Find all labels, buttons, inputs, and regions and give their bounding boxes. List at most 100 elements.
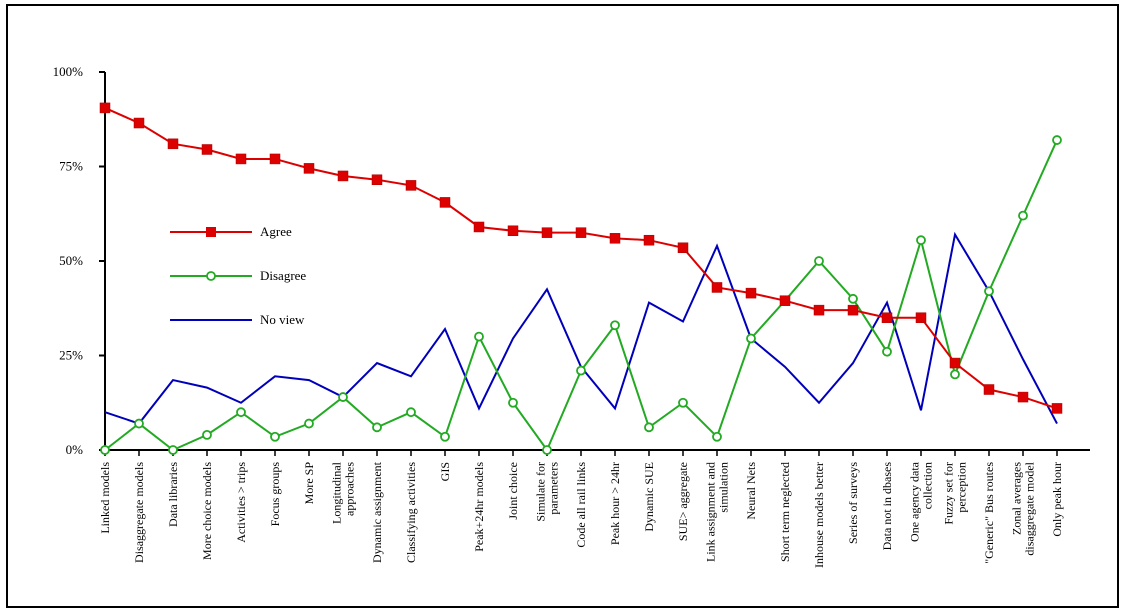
data-point [235,153,247,165]
data-point [746,333,756,344]
legend-label: Disagree [260,268,306,283]
x-category-label: disaggregate model [1023,461,1037,555]
x-axis-category-labels: Linked models Disaggregate models Data lib… [98,461,1064,568]
data-point [269,153,281,165]
data-point [1052,135,1062,145]
legend-marker [206,271,216,281]
data-point [848,293,858,304]
data-point [508,397,518,408]
data-point [372,422,382,433]
y-tick-label: 25% [59,348,83,363]
data-point [134,418,144,429]
data-point [270,431,280,442]
legend-marker [206,227,216,237]
data-point [678,397,688,408]
data-point [813,304,825,316]
data-point [984,286,994,297]
legend-item: Disagree [170,268,306,283]
x-category-label: Activities > trips [234,462,248,543]
x-category-label: perception [955,462,969,513]
x-category-label: More choice models [200,462,214,560]
data-point [677,242,689,254]
data-point [847,304,859,316]
x-category-label: Fuzzy set for [942,462,956,525]
data-point [202,429,212,440]
legend: Agree Disagree No view [170,224,306,327]
x-category-label: Data libraries [166,462,180,527]
data-point [950,369,960,380]
data-point [507,225,519,237]
data-point [576,365,586,376]
data-point [609,233,621,244]
x-category-label: Link assignment and [704,462,718,562]
x-category-label: Short term neglected [778,462,792,562]
data-point [439,197,451,208]
x-category-label: Peak+24hr models [472,462,486,552]
chart-frame [6,4,1119,608]
data-point [100,445,110,455]
data-point [882,346,892,357]
data-point [643,234,655,246]
data-point [916,235,926,246]
x-category-label: GIS [438,462,452,481]
data-point [474,331,484,342]
data-point [303,163,315,174]
x-category-label: One agency data [908,461,922,542]
x-category-label: Disaggregate models [132,462,146,563]
data-point [406,407,416,418]
data-point [338,392,348,402]
axes [104,72,1090,456]
x-category-label: Longitudinal [330,461,344,524]
series-line [104,139,1058,453]
data-point [915,312,927,323]
data-point [644,422,654,433]
x-category-label: Code all rail links [574,462,588,548]
x-category-label: Dynamic SUE [642,462,656,532]
x-category-label: Joint choice [506,462,520,520]
y-axis-ticks: 0% 25% 50% 75% 100% [53,64,105,457]
series-disagree [100,135,1062,455]
x-category-label: Classifying activities [404,462,418,563]
data-point [440,431,450,442]
data-point [881,312,893,323]
x-category-label: Dynamic assignment [370,461,384,563]
data-point [1051,403,1063,414]
legend-label: Agree [260,224,292,239]
x-category-label: Linked models [98,462,112,534]
data-point [168,445,178,455]
x-category-label: collection [921,462,935,509]
data-point [610,320,620,331]
y-tick-label: 75% [59,159,83,174]
data-point [983,384,995,395]
data-point [542,445,552,455]
x-category-label: simulation [717,462,731,513]
x-category-label: parameters [547,462,561,515]
legend-item: No view [170,312,305,327]
data-point [949,357,961,369]
data-point [541,227,553,238]
data-point [304,418,314,429]
data-point [711,282,723,293]
series-layer [99,102,1063,455]
data-point [1018,210,1028,221]
y-tick-label: 0% [66,442,84,457]
series-agree [99,102,1063,414]
data-point [167,138,179,150]
x-category-label: "Generic" Bus routes [982,462,996,564]
data-point [779,295,791,306]
x-category-label: Peak hour > 24hr [608,462,622,545]
data-point [814,256,824,266]
data-point [575,227,587,238]
data-point [371,174,383,185]
data-point [99,102,111,114]
data-point [133,117,145,129]
data-point [473,221,485,233]
data-point [337,170,349,182]
x-category-label: SUE> aggregate [676,462,690,541]
data-point [201,144,213,155]
x-category-label: Zonal averages [1010,462,1024,535]
x-category-label: Focus groups [268,462,282,527]
x-category-label: Neural Nets [744,462,758,520]
data-point [1017,391,1029,403]
x-category-label: Inhouse models better [812,462,826,568]
